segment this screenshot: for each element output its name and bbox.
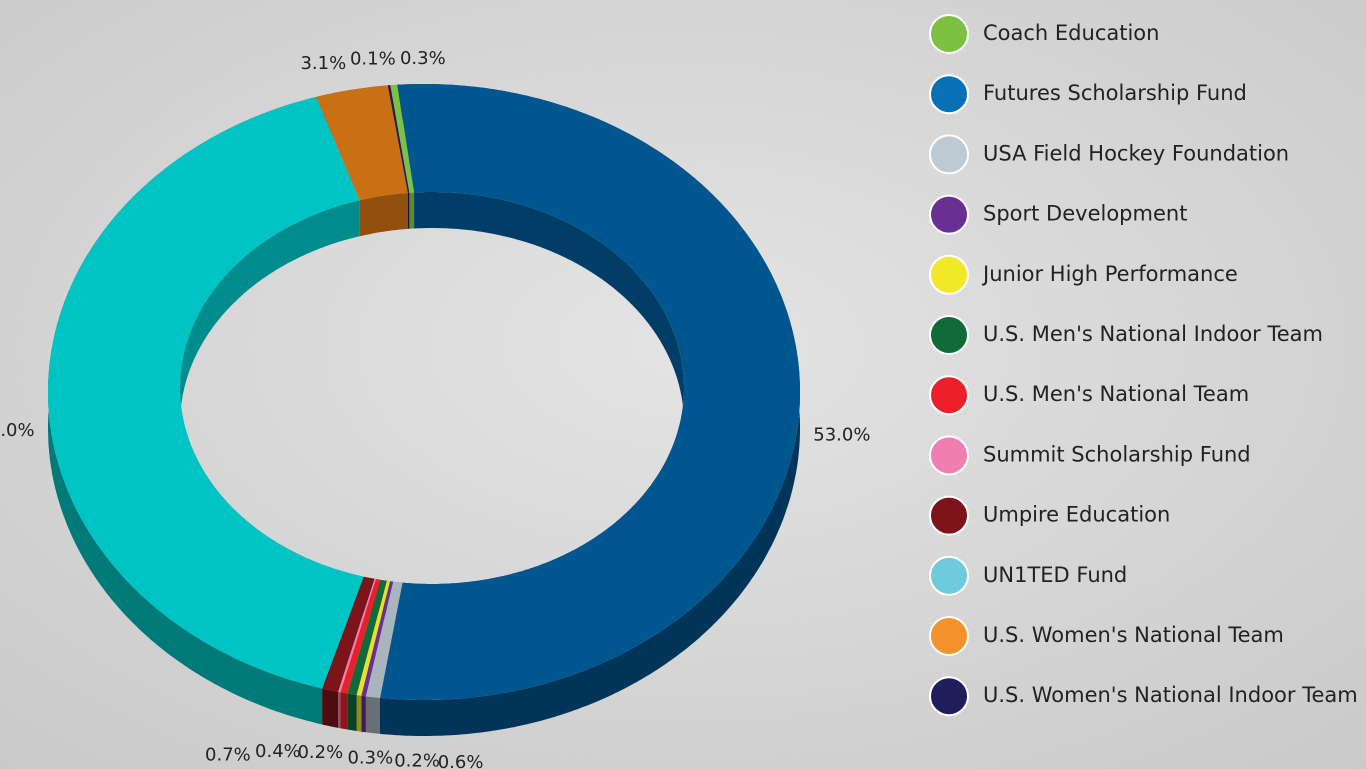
legend-label: Summit Scholarship Fund [983, 442, 1251, 466]
data-label: 0.4% [255, 741, 301, 762]
legend-label: U.S. Men's National Indoor Team [983, 322, 1323, 346]
data-label: 0.3% [347, 747, 393, 768]
legend-swatch [930, 316, 968, 354]
legend-swatch [930, 376, 968, 414]
legend-label: Futures Scholarship Fund [983, 81, 1247, 105]
legend-swatch [930, 196, 968, 234]
slice-inner-wall [408, 193, 410, 229]
legend-label: U.S. Women's National Team [983, 623, 1284, 647]
legend-swatch [930, 75, 968, 113]
data-label: 3.1% [300, 53, 346, 74]
legend-swatch [930, 497, 968, 535]
legend-label: UN1TED Fund [983, 563, 1127, 587]
legend-label: U.S. Women's National Indoor Team [983, 683, 1358, 707]
legend-label: Sport Development [983, 202, 1187, 226]
data-label: 53.0% [813, 425, 870, 446]
data-label: 0.3% [400, 48, 446, 69]
slice-outer-wall [322, 689, 338, 728]
data-label: 0.2% [394, 751, 440, 769]
legend-label: Coach Education [983, 21, 1159, 45]
legend-swatch [930, 135, 968, 173]
data-label: 0.1% [350, 48, 396, 69]
chart: 41.0%0.7%0.4%3.1%0.2%0.3%0.1%0.2%0.3%0.6… [0, 0, 1366, 769]
slice-inner-wall [409, 193, 414, 229]
legend-label: USA Field Hockey Foundation [983, 141, 1289, 165]
legend-swatch [930, 557, 968, 595]
legend-label: Junior High Performance [981, 262, 1238, 286]
slice-outer-wall [366, 696, 380, 734]
data-label: 0.2% [297, 742, 343, 763]
data-label: 41.0% [0, 420, 35, 441]
slice-outer-wall [338, 692, 340, 728]
page: {"chart_data": {"type": "donut3d", "cate… [0, 0, 1366, 769]
legend-swatch [930, 617, 968, 655]
legend-label: Umpire Education [983, 503, 1170, 527]
legend-swatch [930, 436, 968, 474]
slice-outer-wall [347, 694, 356, 732]
legend-label: U.S. Men's National Team [983, 382, 1249, 406]
data-label: 0.7% [205, 744, 251, 765]
legend-swatch [930, 15, 968, 53]
legend-swatch [930, 677, 968, 715]
data-label: 0.6% [438, 752, 484, 769]
slice-outer-wall [361, 696, 366, 733]
slice-outer-wall [340, 692, 347, 729]
legend-swatch [930, 256, 968, 294]
slice-outer-wall [357, 695, 362, 732]
